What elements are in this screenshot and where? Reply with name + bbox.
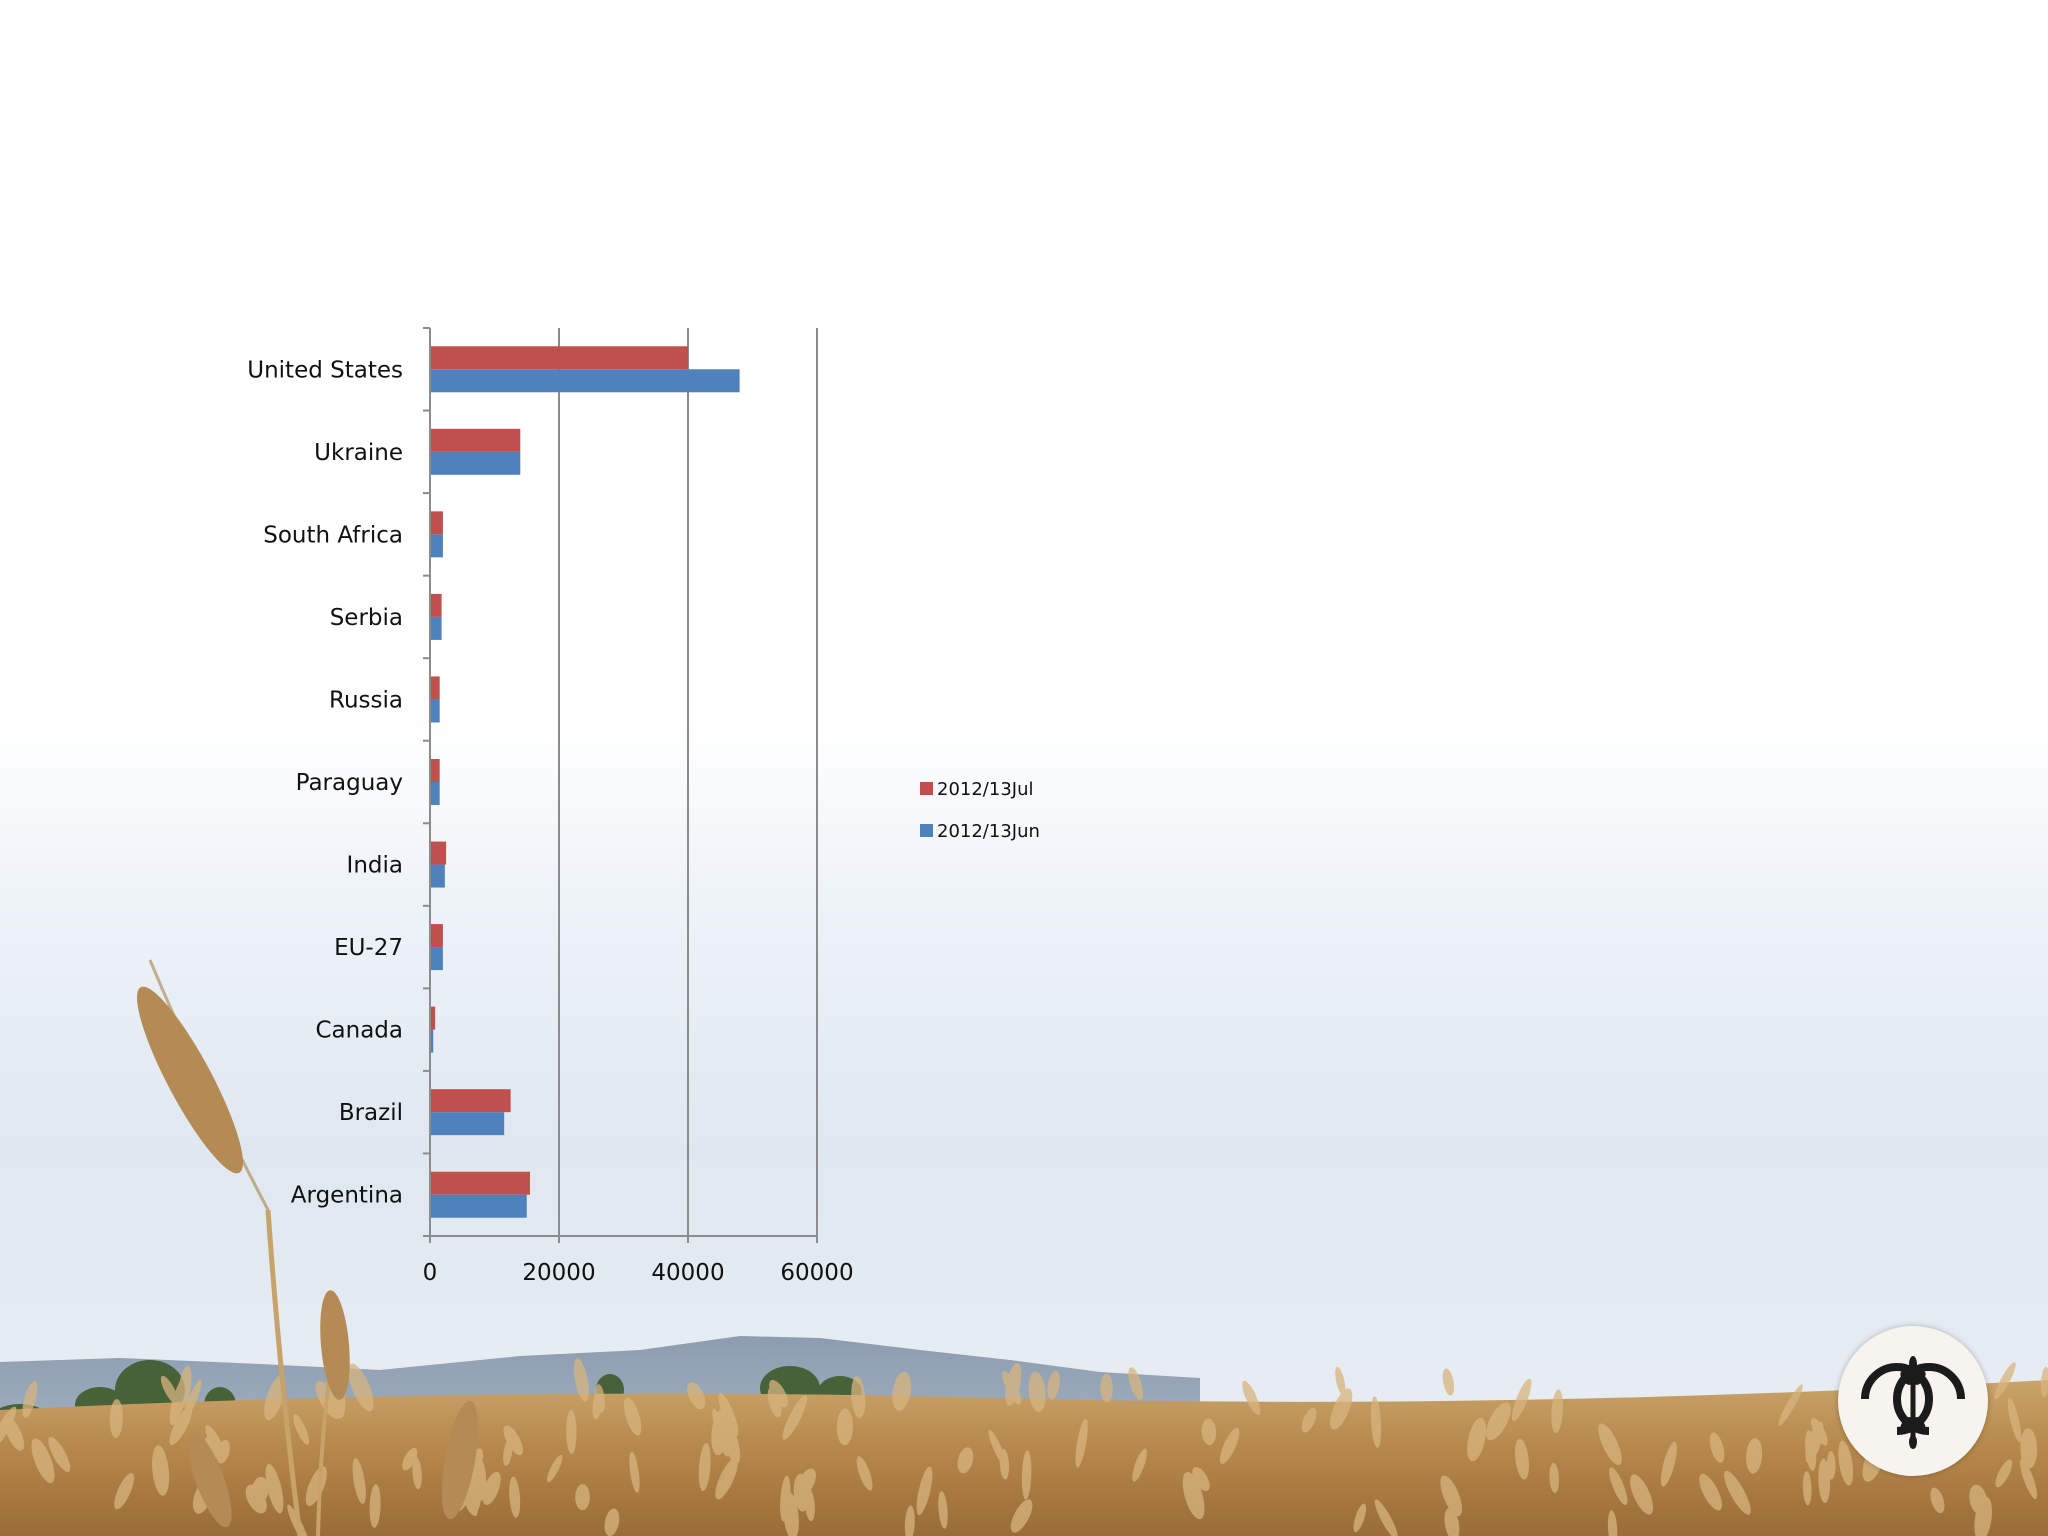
x-tick-label: 40000 [651,1260,724,1286]
category-label: Russia [329,687,403,713]
bar-jul-paraguay [430,759,440,782]
legend-label: 2012/13Jul [937,779,1034,800]
bar-jun-serbia [430,616,442,640]
x-tick-label: 20000 [522,1260,595,1286]
bar-jul-united-states [430,346,688,370]
bar-jul-brazil [430,1089,511,1113]
bar-jun-india [430,864,445,888]
bar-jun-eu-27 [430,947,443,971]
cc-logo [1838,1326,1988,1476]
bar-jul-russia [430,676,440,700]
category-label: Canada [315,1018,403,1044]
cc-wheat-logo-icon [1861,1356,1965,1449]
bar-jul-serbia [430,593,442,617]
category-label: India [347,853,403,879]
category-label: Paraguay [296,770,403,796]
bar-jul-south-africa [430,511,443,535]
category-label: Argentina [291,1183,403,1209]
legend-swatch [920,782,933,795]
bar-jun-paraguay [430,782,440,805]
category-label: South Africa [263,522,403,548]
category-label: Brazil [339,1100,403,1126]
legend-swatch [920,824,933,837]
bar-jul-canada [430,1006,436,1030]
x-tick-label: 0 [423,1260,438,1286]
bar-jul-argentina [430,1171,530,1195]
x-tick-label: 60000 [780,1260,853,1286]
bar-jun-united-states [430,369,740,393]
category-label: United States [247,357,403,383]
bar-jul-ukraine [430,428,521,452]
bar-jun-canada [430,1029,434,1053]
bar-jul-eu-27 [430,924,443,948]
bar-jun-south-africa [430,534,443,558]
legend: 2012/13Jul 2012/13Jun [920,779,1040,842]
legend-label: 2012/13Jun [937,821,1040,842]
category-label: Serbia [330,605,403,631]
category-label: EU-27 [334,935,403,961]
bar-jun-ukraine [430,451,521,475]
category-label: Ukraine [314,440,403,466]
bar-jun-russia [430,699,440,723]
bar-jun-brazil [430,1112,505,1136]
bar-jul-india [430,841,447,865]
bar-jun-argentina [430,1194,527,1218]
